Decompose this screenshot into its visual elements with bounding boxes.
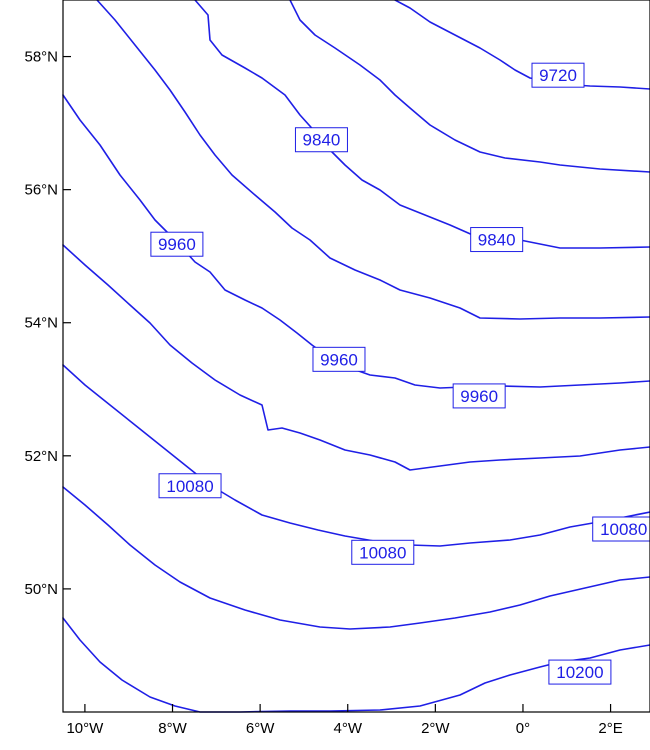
- contour-label: 9960: [312, 346, 366, 372]
- contour-label-text: 9720: [539, 66, 577, 85]
- lon-tick-label: 6°W: [246, 720, 275, 737]
- contour-label: 10080: [351, 539, 415, 565]
- lat-tick-label: 54°N: [24, 315, 58, 332]
- lon-tick-label: 4°W: [333, 720, 362, 737]
- contour-label: 10080: [158, 473, 222, 499]
- contour-label-text: 9960: [158, 235, 196, 254]
- contour-label-box: [470, 227, 524, 253]
- lon-tick-label: 0°: [516, 720, 530, 737]
- contour-label-box: [294, 127, 348, 153]
- contour-label-text: 9960: [460, 387, 498, 406]
- contour-label-text: 10200: [556, 663, 603, 682]
- map-frame-border: [62, 0, 650, 713]
- contour-line: [62, 244, 650, 471]
- contour-line: [194, 0, 650, 249]
- contour-label-box: [592, 516, 650, 542]
- contour-label-text: 9840: [478, 231, 516, 250]
- contour-label: 9840: [470, 227, 524, 253]
- contour-label: 10080: [592, 516, 650, 542]
- contour-label: 9960: [452, 383, 506, 409]
- contour-label-text: 9960: [320, 350, 358, 369]
- contour-labels: 9720 9840 9840 9960 9960 9960 10080 10080 10080 1…: [150, 62, 650, 685]
- contour-label-box: [150, 231, 204, 257]
- contour-label: 10200: [548, 659, 612, 685]
- contour-line: [62, 364, 650, 547]
- contour-label-box: [158, 473, 222, 499]
- lat-tick-label: 50°N: [24, 581, 58, 598]
- contour-label-box: [312, 346, 366, 372]
- contour-label-text: 9840: [303, 131, 341, 150]
- contour-line: [394, 0, 650, 90]
- lat-tick-label: 52°N: [24, 448, 58, 465]
- contour-line: [96, 0, 650, 320]
- contour-label-box: [452, 383, 506, 409]
- lon-tick-label: 2°E: [598, 720, 622, 737]
- lon-tick-label: 10°W: [66, 720, 104, 737]
- contour-label-text: 10080: [600, 520, 647, 539]
- contour-label-box: [548, 659, 612, 685]
- contour-label-box: [531, 62, 585, 88]
- lat-tick-label: 56°N: [24, 182, 58, 199]
- contour-line: [62, 486, 650, 630]
- lon-tick-label: 8°W: [158, 720, 187, 737]
- contour-label-box: [351, 539, 415, 565]
- lat-tick-label: 58°N: [24, 49, 58, 66]
- contour-label: 9960: [150, 231, 204, 257]
- contour-line: [289, 0, 650, 173]
- lon-tick-label: 2°W: [421, 720, 450, 737]
- contour-label: 9720: [531, 62, 585, 88]
- contour-label-text: 10080: [359, 543, 406, 562]
- contour-label-text: 10080: [166, 477, 213, 496]
- longitude-axis: 10°W 8°W 6°W 4°W 2°W 0° 2°E: [66, 704, 623, 737]
- contour-label: 9840: [294, 127, 348, 153]
- contour-lines: [62, 0, 650, 713]
- latitude-axis: 58°N 56°N 54°N 52°N 50°N: [24, 49, 71, 598]
